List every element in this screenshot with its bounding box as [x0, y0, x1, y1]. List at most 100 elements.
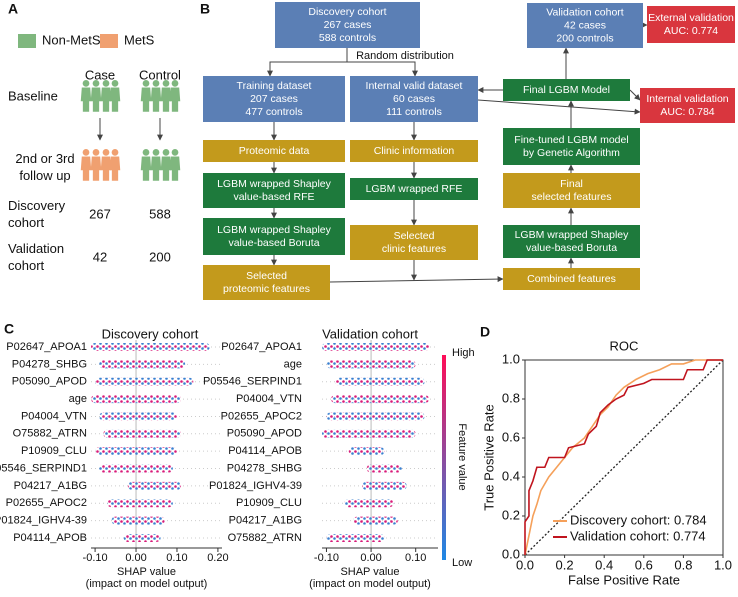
column-header: Control	[139, 67, 181, 82]
roc-curve	[524, 359, 723, 556]
row-label: Baseline	[8, 88, 58, 103]
node-box	[350, 76, 478, 122]
swarm	[91, 395, 182, 404]
legend-label: Validation cohort: 0.774	[570, 528, 706, 543]
node-text: Validation cohort	[546, 6, 624, 18]
person-icon	[142, 148, 150, 156]
person-icon	[160, 87, 172, 112]
swarm	[107, 499, 173, 508]
x-tick-label: 0.2	[556, 557, 574, 572]
node-text: value-based RFE	[233, 191, 314, 203]
node-box	[203, 140, 345, 162]
x-tick-label: 1.0	[714, 557, 732, 572]
person-icon	[100, 156, 112, 181]
node-text: clinic features	[382, 243, 446, 255]
node-text: Internal valid dataset	[366, 80, 463, 92]
node-box	[350, 225, 478, 260]
x-tick-label: 0.10	[405, 552, 426, 564]
y-tick-label: 0.2	[502, 507, 520, 522]
node-text: External validation	[648, 12, 734, 24]
feature-label: O75882_ATRN	[228, 532, 302, 544]
count: 42	[93, 249, 107, 264]
person-icon	[92, 79, 100, 87]
y-axis-label: True Positive Rate	[481, 404, 496, 510]
count: 588	[149, 206, 171, 221]
node-text: LGBM wrapped Shapley	[515, 229, 630, 241]
swarm	[322, 343, 430, 351]
count: 267	[89, 206, 111, 221]
x-axis-label: SHAP value	[340, 566, 399, 578]
column-header: Case	[85, 67, 115, 82]
swarm	[344, 499, 394, 508]
row-label: follow up	[19, 168, 70, 183]
swarm	[362, 481, 407, 490]
node-text: value-based Boruta	[228, 237, 319, 249]
y-tick-label: 0.0	[502, 546, 520, 561]
person-icon	[169, 87, 181, 112]
x-tick-label: 0.10	[166, 552, 187, 564]
person-icon	[109, 156, 121, 181]
swarm	[326, 412, 425, 421]
swarm	[326, 533, 385, 542]
feature-label: P01824_IGHV4-39	[209, 480, 302, 492]
swarm	[123, 533, 161, 542]
feature-label: age	[69, 393, 87, 405]
swarm	[91, 343, 210, 351]
node-box	[647, 6, 735, 43]
person-icon	[150, 87, 162, 112]
feature-label: P02655_APOC2	[221, 410, 302, 422]
person-icon	[160, 156, 172, 181]
swarm	[366, 464, 403, 473]
node-text: LGBM wrapped Shapley	[217, 178, 332, 190]
node-text: Final LGBM Model	[523, 84, 610, 96]
node-box	[503, 128, 640, 165]
person-icon	[162, 79, 170, 87]
colorbar-low: Low	[452, 557, 472, 569]
feature-label: P05090_APOD	[12, 376, 87, 388]
swarm	[330, 395, 430, 404]
person-icon	[90, 156, 102, 181]
person-icon	[140, 156, 152, 181]
node-text: LGBM wrapped Shapley	[217, 224, 332, 236]
panel-label: A	[8, 1, 18, 17]
node-text: Fine-tuned LGBM model	[514, 134, 628, 146]
legend-label: MetS	[124, 32, 155, 47]
node-text: selected features	[532, 191, 612, 203]
node-text: AUC: 0.774	[664, 25, 718, 37]
node-text: by Genetic Algorithm	[523, 147, 620, 159]
row-label: Discovery	[8, 198, 66, 213]
x-tick-label: 0.6	[635, 557, 653, 572]
legend-label: Discovery cohort: 0.784	[570, 512, 707, 527]
node-text: proteomic features	[223, 283, 310, 295]
person-icon	[109, 87, 121, 112]
colorbar-label: Feature value	[456, 423, 468, 490]
person-icon	[171, 79, 179, 87]
person-icon	[82, 79, 90, 87]
x-axis-label: False Positive Rate	[568, 572, 680, 587]
swarm	[127, 481, 182, 490]
legend-label: Non-MetS	[42, 32, 101, 47]
feature-label: P02655_APOC2	[6, 497, 87, 509]
x-axis-label: (impact on model output)	[309, 578, 431, 590]
person-icon	[102, 79, 110, 87]
feature-label: P02647_APOA1	[221, 341, 302, 353]
node-box	[203, 76, 345, 122]
y-tick-label: 1.0	[502, 351, 520, 366]
feature-label: P04278_SHBG	[227, 462, 302, 474]
x-axis-label: SHAP value	[117, 566, 176, 578]
node-text: Clinic information	[374, 145, 455, 157]
person-icon	[102, 148, 110, 156]
row-label: cohort	[8, 215, 45, 230]
feature-label: P04278_SHBG	[12, 358, 87, 370]
feature-label: P04114_APOB	[13, 532, 87, 544]
person-icon	[171, 148, 179, 156]
person-icon	[152, 79, 160, 87]
y-tick-label: 0.4	[502, 468, 520, 483]
feature-label: P04114_APOB	[228, 445, 302, 457]
plot-frame	[524, 359, 724, 556]
node-text: Proteomic data	[239, 145, 310, 157]
arrow	[329, 276, 504, 283]
arrow	[477, 99, 641, 115]
roc-curve	[524, 359, 723, 555]
node-box	[350, 178, 478, 200]
